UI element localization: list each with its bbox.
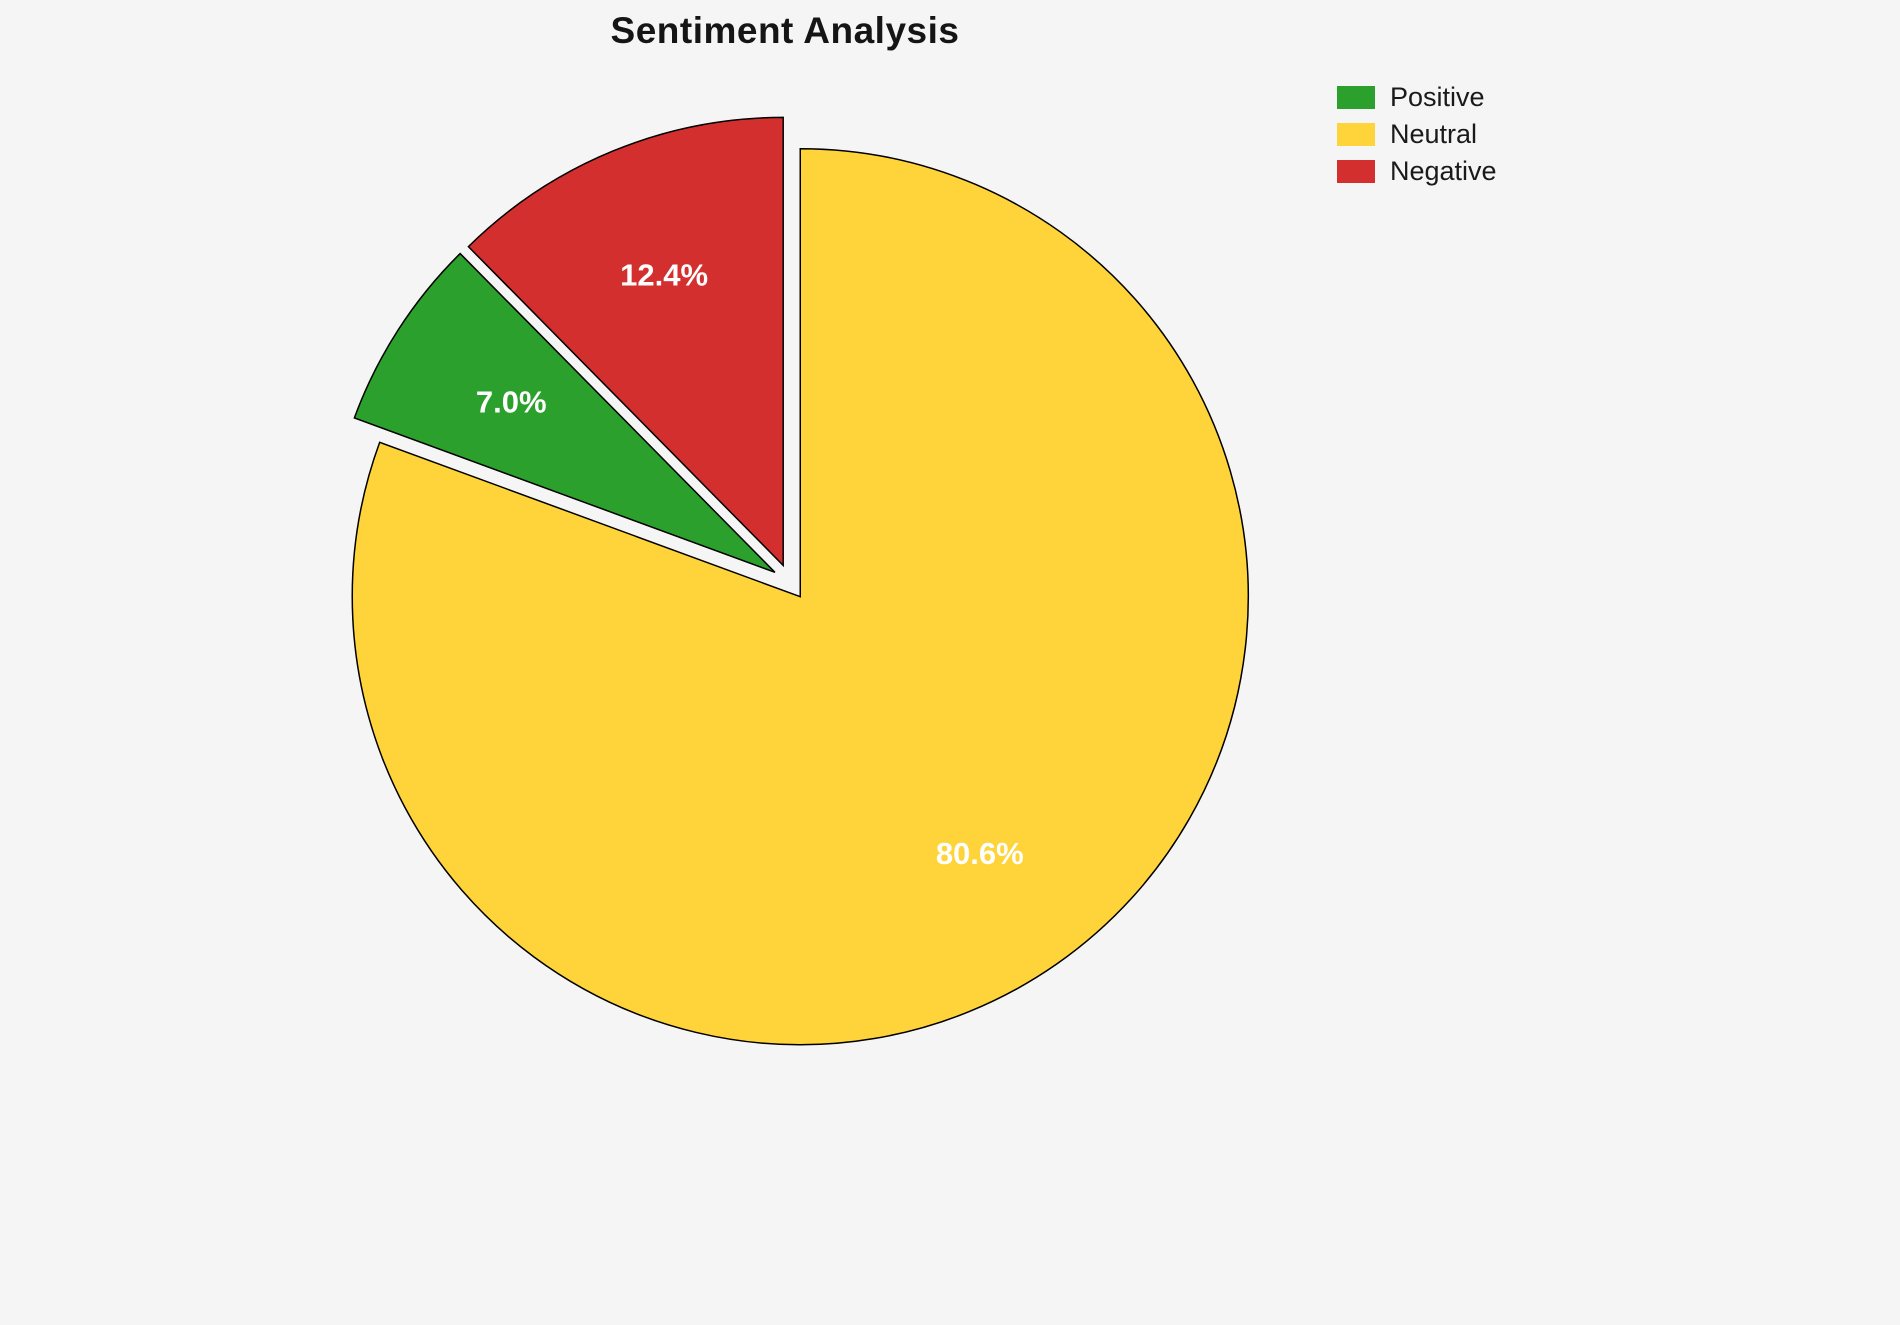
legend-label-positive: Positive xyxy=(1390,82,1485,112)
legend-item-negative: Negative xyxy=(1337,158,1497,185)
pie-label-neutral: 80.6% xyxy=(936,836,1024,871)
pie-slice-neutral xyxy=(351,147,1250,1046)
legend-swatch-positive-icon xyxy=(1337,86,1375,109)
chart-legend: Positive Neutral Negative xyxy=(1337,84,1497,185)
legend-item-neutral: Neutral xyxy=(1337,121,1497,148)
pie-slice-positive xyxy=(353,252,776,574)
legend-swatch-negative-icon xyxy=(1337,160,1375,183)
legend-label-negative: Negative xyxy=(1390,156,1497,186)
pie-slice-negative xyxy=(467,116,784,568)
legend-label-neutral: Neutral xyxy=(1390,119,1478,149)
chart-title: Sentiment Analysis xyxy=(610,10,960,51)
pie-label-negative: 12.4% xyxy=(620,257,708,292)
legend-item-positive: Positive xyxy=(1337,84,1497,111)
legend-swatch-neutral-icon xyxy=(1337,123,1375,146)
pie-label-positive: 7.0% xyxy=(476,385,547,420)
